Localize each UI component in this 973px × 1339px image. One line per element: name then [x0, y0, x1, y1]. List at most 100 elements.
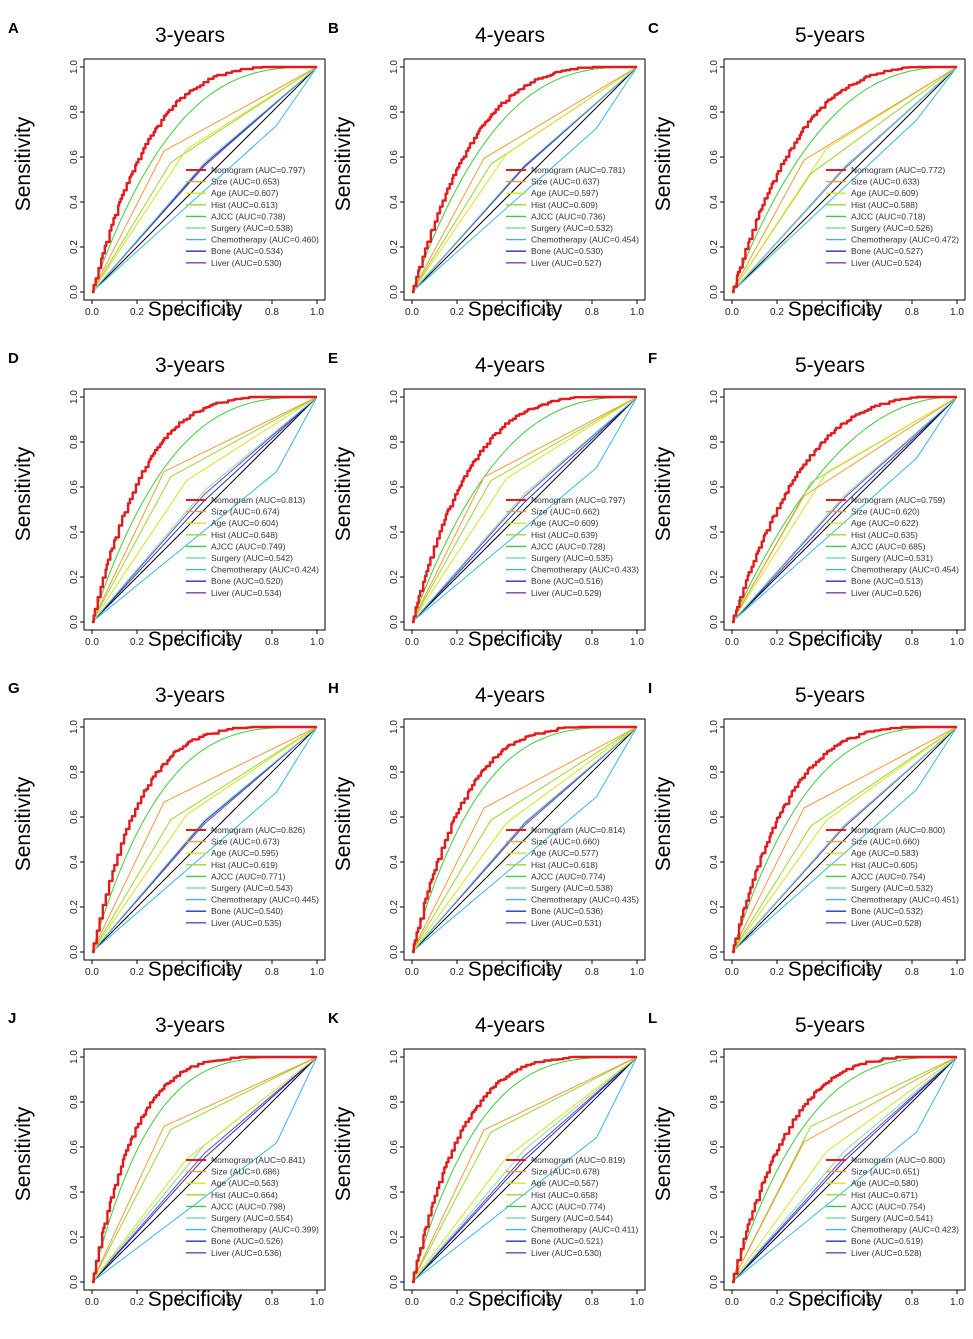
legend-entry-chemotherapy: Chemotherapy (AUC=0.424) [211, 565, 319, 575]
legend-entry-chemotherapy: Chemotherapy (AUC=0.423) [851, 1225, 959, 1235]
legend-entry-ajcc: AJCC (AUC=0.774) [531, 871, 606, 881]
y-tick-label: 0.4 [709, 855, 720, 869]
roc-curve-age [91, 396, 318, 623]
x-tick-label: 0.2 [130, 637, 144, 648]
legend-entry-surgery: Surgery (AUC=0.526) [851, 223, 933, 233]
legend-entry-hist: Hist (AUC=0.613) [211, 200, 278, 210]
x-tick-label: 0.4 [495, 967, 509, 978]
roc-curve-chemotherapy [731, 1056, 958, 1283]
legend-entry-bone: Bone (AUC=0.530) [531, 246, 603, 256]
y-tick-label: 0.2 [389, 240, 400, 254]
y-tick-label: 0.0 [389, 945, 400, 959]
roc-panel-j: J 3-years 0.0 0.2 0.4 0.6 0.8 1.0 0.0 0.2 0.4 0.6 0.… [0, 990, 326, 1320]
y-tick-label: 0.6 [389, 810, 400, 824]
y-tick-label: 0.4 [709, 195, 720, 209]
roc-curve-age [411, 726, 638, 953]
x-tick-label: 0.2 [450, 307, 464, 318]
roc-plot: 0.0 0.2 0.4 0.6 0.8 1.0 0.0 0.2 0.4 0.6 0.8 1.0 Nomo… [69, 58, 326, 318]
legend-entry-age: Age (AUC=0.583) [851, 848, 918, 858]
x-tick-label: 0.0 [85, 1297, 99, 1308]
x-tick-label: 0.2 [130, 307, 144, 318]
y-tick-label: 1.0 [709, 1050, 720, 1064]
legend-entry-nomogram: Nomogram (AUC=0.826) [211, 825, 305, 835]
x-axis-label: Specificity [147, 298, 243, 321]
y-tick-label: 0.6 [69, 810, 80, 824]
legend-entry-bone: Bone (AUC=0.521) [531, 1236, 603, 1246]
y-axis-label: Sensitivity [652, 116, 675, 212]
legend-entry-surgery: Surgery (AUC=0.531) [851, 553, 933, 563]
legend-entry-size: Size (AUC=0.653) [211, 177, 280, 187]
y-axis-label: Sensitivity [652, 446, 675, 542]
x-tick-label: 0.8 [265, 307, 279, 318]
y-tick-label: 0.0 [69, 285, 80, 299]
x-axis-label: Specificity [787, 958, 883, 981]
legend-entry-nomogram: Nomogram (AUC=0.797) [211, 165, 305, 175]
roc-curve-chemotherapy [411, 726, 638, 953]
reference-diagonal [731, 396, 958, 623]
legend-entry-liver: Liver (AUC=0.534) [211, 588, 282, 598]
x-tick-label: 1.0 [950, 967, 964, 978]
x-tick-label: 1.0 [950, 1297, 964, 1308]
roc-panel-d: D 3-years 0.0 0.2 0.4 0.6 0.8 1.0 0.0 0.2 0.4 0.6 0.… [0, 330, 326, 660]
y-tick-label: 1.0 [69, 1050, 80, 1064]
roc-curve-age [91, 726, 318, 953]
y-tick-label: 0.6 [709, 150, 720, 164]
panel-title: 5-years [794, 1014, 866, 1037]
legend-entry-ajcc: AJCC (AUC=0.738) [211, 211, 286, 221]
roc-curve-hist [91, 396, 318, 623]
legend-entry-size: Size (AUC=0.678) [531, 1167, 600, 1177]
roc-plot: 0.0 0.2 0.4 0.6 0.8 1.0 0.0 0.2 0.4 0.6 0.8 1.0 Nomo… [69, 1048, 326, 1308]
roc-curve-chemotherapy [731, 396, 958, 623]
legend-entry-age: Age (AUC=0.604) [211, 518, 278, 528]
x-tick-label: 0.4 [495, 1297, 509, 1308]
y-tick-label: 1.0 [709, 390, 720, 404]
y-axis-label: Sensitivity [332, 446, 355, 542]
panel-title: 4-years [474, 24, 546, 47]
legend-entry-hist: Hist (AUC=0.619) [211, 860, 278, 870]
x-tick-label: 1.0 [310, 637, 324, 648]
legend-entry-nomogram: Nomogram (AUC=0.759) [851, 495, 945, 505]
legend-entry-ajcc: AJCC (AUC=0.754) [851, 871, 926, 881]
roc-curve-chemotherapy [91, 66, 318, 293]
legend-entry-age: Age (AUC=0.595) [211, 848, 278, 858]
legend-entry-ajcc: AJCC (AUC=0.685) [851, 541, 926, 551]
y-tick-label: 0.8 [389, 105, 400, 119]
x-tick-label: 0.8 [585, 1297, 599, 1308]
reference-diagonal [411, 726, 638, 953]
y-tick-label: 0.0 [389, 615, 400, 629]
roc-curve-nomogram [412, 725, 638, 954]
y-tick-label: 1.0 [389, 390, 400, 404]
roc-curve-age [731, 396, 958, 623]
legend-entry-hist: Hist (AUC=0.658) [531, 1190, 598, 1200]
roc-curve-liver [731, 396, 958, 623]
roc-curve-chemotherapy [731, 66, 958, 293]
legend-entry-hist: Hist (AUC=0.605) [851, 860, 918, 870]
roc-curve-nomogram [732, 65, 957, 294]
plot-frame [403, 718, 646, 961]
panel-label: J [8, 1010, 17, 1027]
y-tick-label: 0.2 [389, 1230, 400, 1244]
roc-curve-liver [411, 396, 638, 623]
x-tick-label: 0.6 [540, 637, 554, 648]
y-tick-label: 0.0 [709, 1275, 720, 1289]
y-tick-label: 1.0 [389, 1050, 400, 1064]
legend-entry-surgery: Surgery (AUC=0.535) [531, 553, 613, 563]
y-tick-label: 1.0 [69, 60, 80, 74]
y-tick-label: 0.8 [709, 765, 720, 779]
y-tick-label: 0.2 [69, 240, 80, 254]
roc-curve-chemotherapy [411, 1056, 638, 1283]
y-tick-label: 0.0 [709, 285, 720, 299]
roc-curve-surgery [411, 66, 638, 293]
legend-entry-liver: Liver (AUC=0.530) [211, 258, 282, 268]
roc-curve-ajcc [731, 66, 957, 293]
roc-curve-hist [91, 1056, 318, 1283]
y-tick-label: 0.0 [69, 1275, 80, 1289]
legend-entry-ajcc: AJCC (AUC=0.728) [531, 541, 606, 551]
legend-entry-bone: Bone (AUC=0.526) [211, 1236, 283, 1246]
x-tick-label: 0.6 [860, 307, 874, 318]
reference-diagonal [91, 396, 318, 623]
legend-entry-hist: Hist (AUC=0.635) [851, 530, 918, 540]
legend-entry-size: Size (AUC=0.686) [211, 1167, 280, 1177]
roc-curve-hist [91, 726, 318, 953]
roc-curve-ajcc [91, 66, 317, 293]
